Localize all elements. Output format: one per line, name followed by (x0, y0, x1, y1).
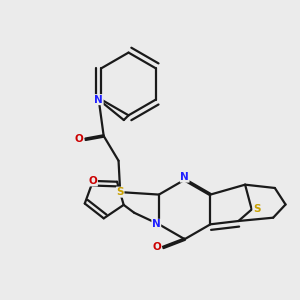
Text: S: S (253, 204, 260, 214)
Text: O: O (88, 176, 98, 186)
Text: O: O (152, 242, 161, 252)
Text: S: S (116, 187, 124, 197)
Text: N: N (94, 94, 103, 105)
Text: N: N (180, 172, 189, 182)
Text: O: O (74, 134, 83, 144)
Text: N: N (152, 219, 161, 229)
